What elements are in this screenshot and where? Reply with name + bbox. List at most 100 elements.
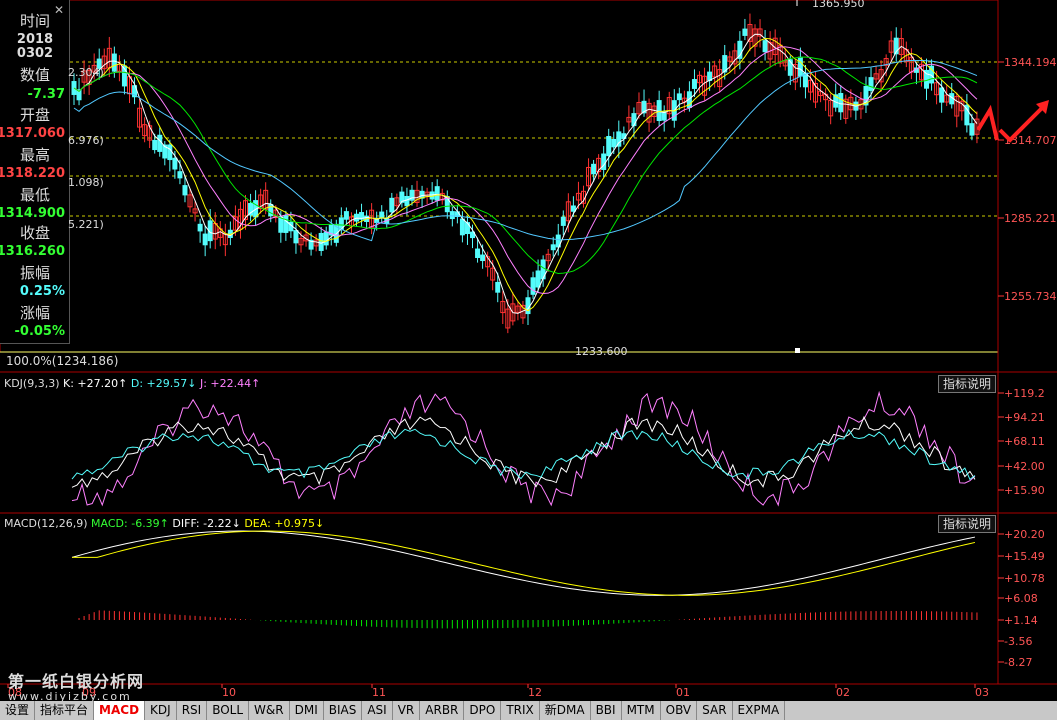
candle-body — [434, 186, 440, 201]
candle-body — [570, 205, 576, 212]
candle-body — [747, 23, 753, 42]
candle-body — [898, 38, 904, 55]
tab-5[interactable]: BOLL — [207, 701, 250, 720]
macd-help-button[interactable]: 指标说明 — [938, 515, 997, 533]
candle-body — [197, 223, 203, 232]
tab-13[interactable]: TRIX — [501, 701, 540, 720]
tab-2[interactable]: MACD — [94, 701, 146, 720]
tab-12[interactable]: DPO — [464, 701, 502, 720]
macd-diff-line — [71, 530, 976, 596]
candle-body — [278, 216, 284, 233]
red-arrow-head — [1036, 100, 1049, 114]
value-value: -7.37 — [27, 87, 65, 102]
candle-body — [515, 305, 521, 313]
open-label: 开盘 — [19, 106, 50, 124]
price-tick-label: 1344.194 — [1004, 56, 1057, 69]
tab-16[interactable]: MTM — [622, 701, 661, 720]
tab-19[interactable]: EXPMA — [733, 701, 786, 720]
candle-body — [500, 300, 506, 314]
tab-3[interactable]: KDJ — [145, 701, 177, 720]
candle-body — [293, 230, 299, 244]
candle-body — [752, 28, 758, 47]
tab-11[interactable]: ARBR — [420, 701, 465, 720]
kdj-j-value: J: +22.44↑ — [199, 377, 261, 390]
kdj-d-value: D: +29.57↓ — [130, 377, 197, 390]
tab-18[interactable]: SAR — [697, 701, 733, 720]
candle-body — [762, 40, 768, 53]
candle-body — [888, 40, 894, 53]
macd-tick-label: +15.49 — [1004, 550, 1045, 563]
candle-body — [939, 87, 945, 103]
candle-body — [263, 189, 269, 210]
ma-left-label-4: 5.221) — [68, 218, 104, 231]
candle-body — [575, 192, 581, 201]
candle-body — [918, 63, 924, 81]
macd-tick-label: +10.78 — [1004, 572, 1045, 585]
candle-body — [459, 218, 465, 236]
candle-body — [152, 139, 158, 151]
candle-body — [470, 231, 476, 239]
max-price-label: 1365.950 — [812, 0, 865, 10]
candle-body — [359, 212, 365, 220]
x-axis-label-09: 09 — [82, 686, 96, 699]
tab-0[interactable]: 设置 — [0, 701, 36, 720]
candle-body — [530, 277, 536, 295]
candle-body — [873, 73, 879, 80]
candle-body — [606, 136, 612, 157]
candle-body — [727, 56, 733, 62]
time-label: 时间 — [19, 12, 50, 30]
year-value: 2018 — [16, 32, 54, 47]
candle-body — [111, 53, 117, 72]
kdj-tick-label: +94.21 — [1004, 411, 1045, 424]
candle-body — [318, 232, 324, 251]
tab-7[interactable]: DMI — [290, 701, 324, 720]
date-value: 0302 — [16, 46, 54, 61]
candle-body — [732, 50, 738, 65]
candle-body — [616, 131, 622, 147]
macd-value: MACD: -6.39↑ — [91, 517, 169, 530]
candle-body — [596, 157, 602, 173]
tab-15[interactable]: BBI — [591, 701, 622, 720]
candle-body — [611, 138, 617, 148]
ma10-line — [73, 38, 978, 312]
candle-body — [934, 82, 940, 96]
candle-body — [863, 85, 869, 106]
candle-body — [712, 65, 718, 78]
candle-body — [243, 200, 249, 220]
ma60-line — [73, 59, 978, 242]
kdj-help-button[interactable]: 指标说明 — [938, 375, 997, 393]
candle-body — [661, 111, 667, 121]
close-label: 收盘 — [19, 224, 50, 242]
tab-14[interactable]: 新DMA — [540, 701, 591, 720]
min-price-label: 1233.600 — [575, 345, 628, 358]
tab-1[interactable]: 指标平台 — [35, 701, 95, 720]
ma-left-label-3: 1.098) — [68, 176, 104, 189]
candle-body — [298, 238, 304, 246]
candle-body — [167, 144, 173, 161]
candle-body — [187, 194, 193, 208]
x-axis-label-01: 01 — [676, 686, 690, 699]
candle-body — [399, 191, 405, 203]
candle-body — [308, 239, 314, 250]
candle-body — [409, 189, 415, 201]
candle-body — [676, 93, 682, 101]
tab-4[interactable]: RSI — [177, 701, 208, 720]
tab-17[interactable]: OBV — [661, 701, 698, 720]
macd-dea-line — [72, 530, 976, 596]
tab-8[interactable]: BIAS — [324, 701, 363, 720]
macd-tick-label: +6.08 — [1004, 592, 1038, 605]
candle-body — [560, 216, 566, 226]
high-label: 最高 — [19, 146, 50, 164]
tab-10[interactable]: VR — [393, 701, 421, 720]
candle-body — [121, 65, 127, 87]
candle-body — [697, 74, 703, 84]
candle-body — [782, 60, 788, 67]
amplitude-label: 振幅 — [19, 264, 50, 282]
tab-6[interactable]: W&R — [249, 701, 290, 720]
tab-9[interactable]: ASI — [362, 701, 393, 720]
candle-body — [722, 55, 728, 73]
candle-body — [389, 197, 395, 213]
candle-body — [868, 77, 874, 91]
close-icon[interactable]: ✕ — [53, 3, 65, 17]
